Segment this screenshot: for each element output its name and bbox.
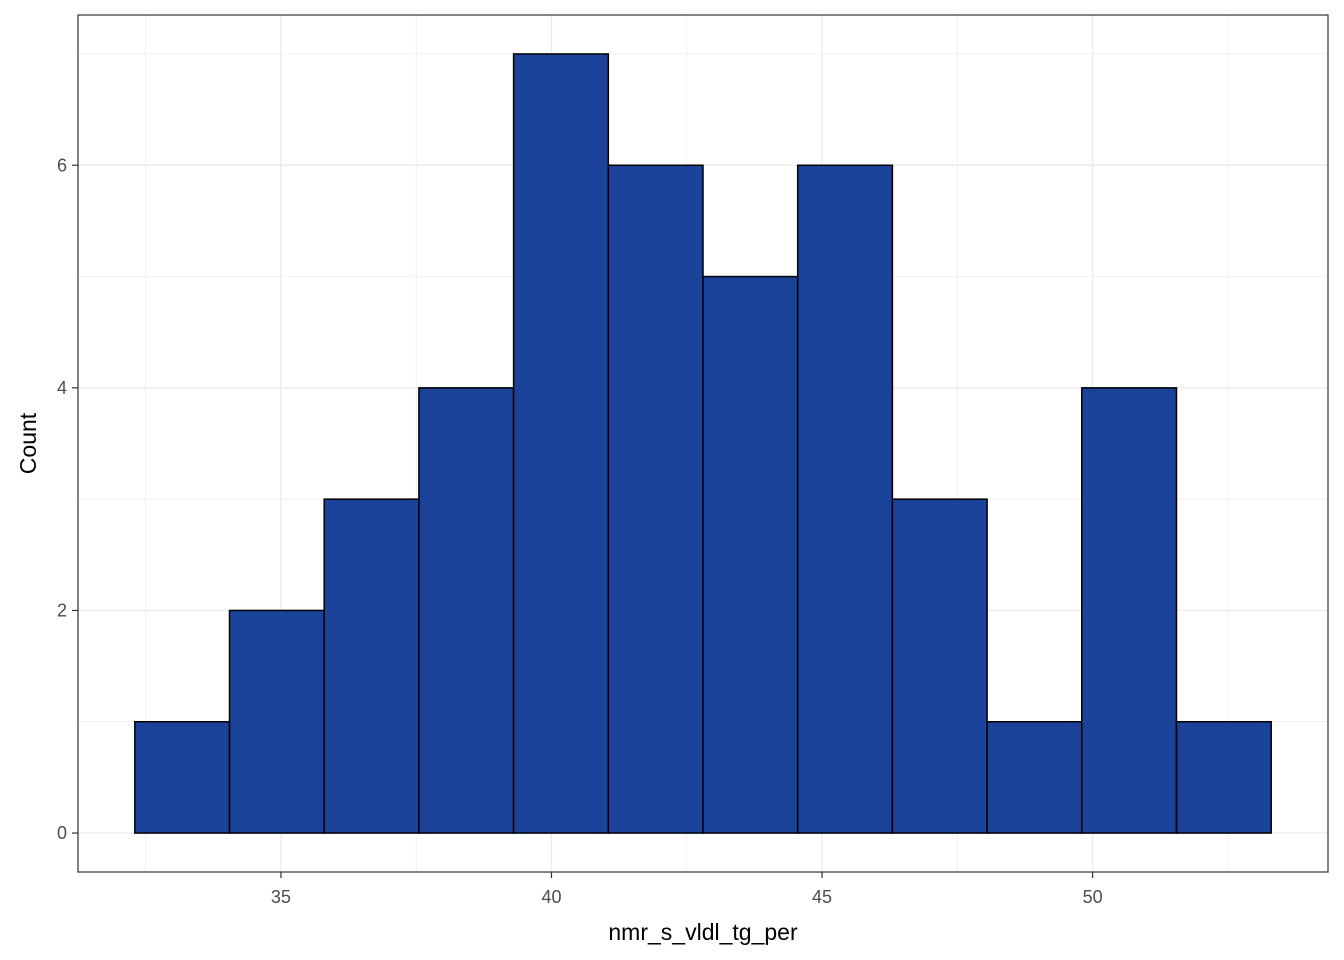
x-tick-label: 50	[1083, 887, 1103, 907]
x-axis-title: nmr_s_vldl_tg_per	[608, 919, 798, 945]
histogram-bar	[228, 609, 325, 834]
histogram-bar	[512, 53, 610, 834]
histogram-bar	[702, 275, 799, 834]
y-axis-title: Count	[15, 412, 41, 474]
y-tick-label: 4	[57, 378, 67, 398]
x-axis-ticks: 35 40 45 50	[271, 872, 1103, 907]
histogram-bar	[986, 720, 1083, 834]
y-tick-label: 0	[57, 823, 67, 843]
histogram-bar	[1081, 387, 1178, 834]
histogram-bar	[1175, 720, 1272, 834]
x-tick-label: 35	[271, 887, 291, 907]
histogram-bar	[323, 498, 420, 834]
y-tick-label: 6	[57, 155, 67, 175]
y-tick-label: 2	[57, 600, 67, 620]
histogram-bar	[891, 498, 988, 834]
histogram-bar	[607, 164, 704, 834]
x-tick-label: 40	[541, 887, 561, 907]
histogram-bars	[134, 53, 1272, 834]
y-axis-ticks: 0 2 4 6	[57, 155, 78, 843]
histogram-bar	[418, 387, 515, 834]
histogram-bar	[134, 720, 231, 834]
panel-border	[77, 14, 1329, 873]
x-tick-label: 45	[812, 887, 832, 907]
histogram-bar	[796, 164, 894, 834]
